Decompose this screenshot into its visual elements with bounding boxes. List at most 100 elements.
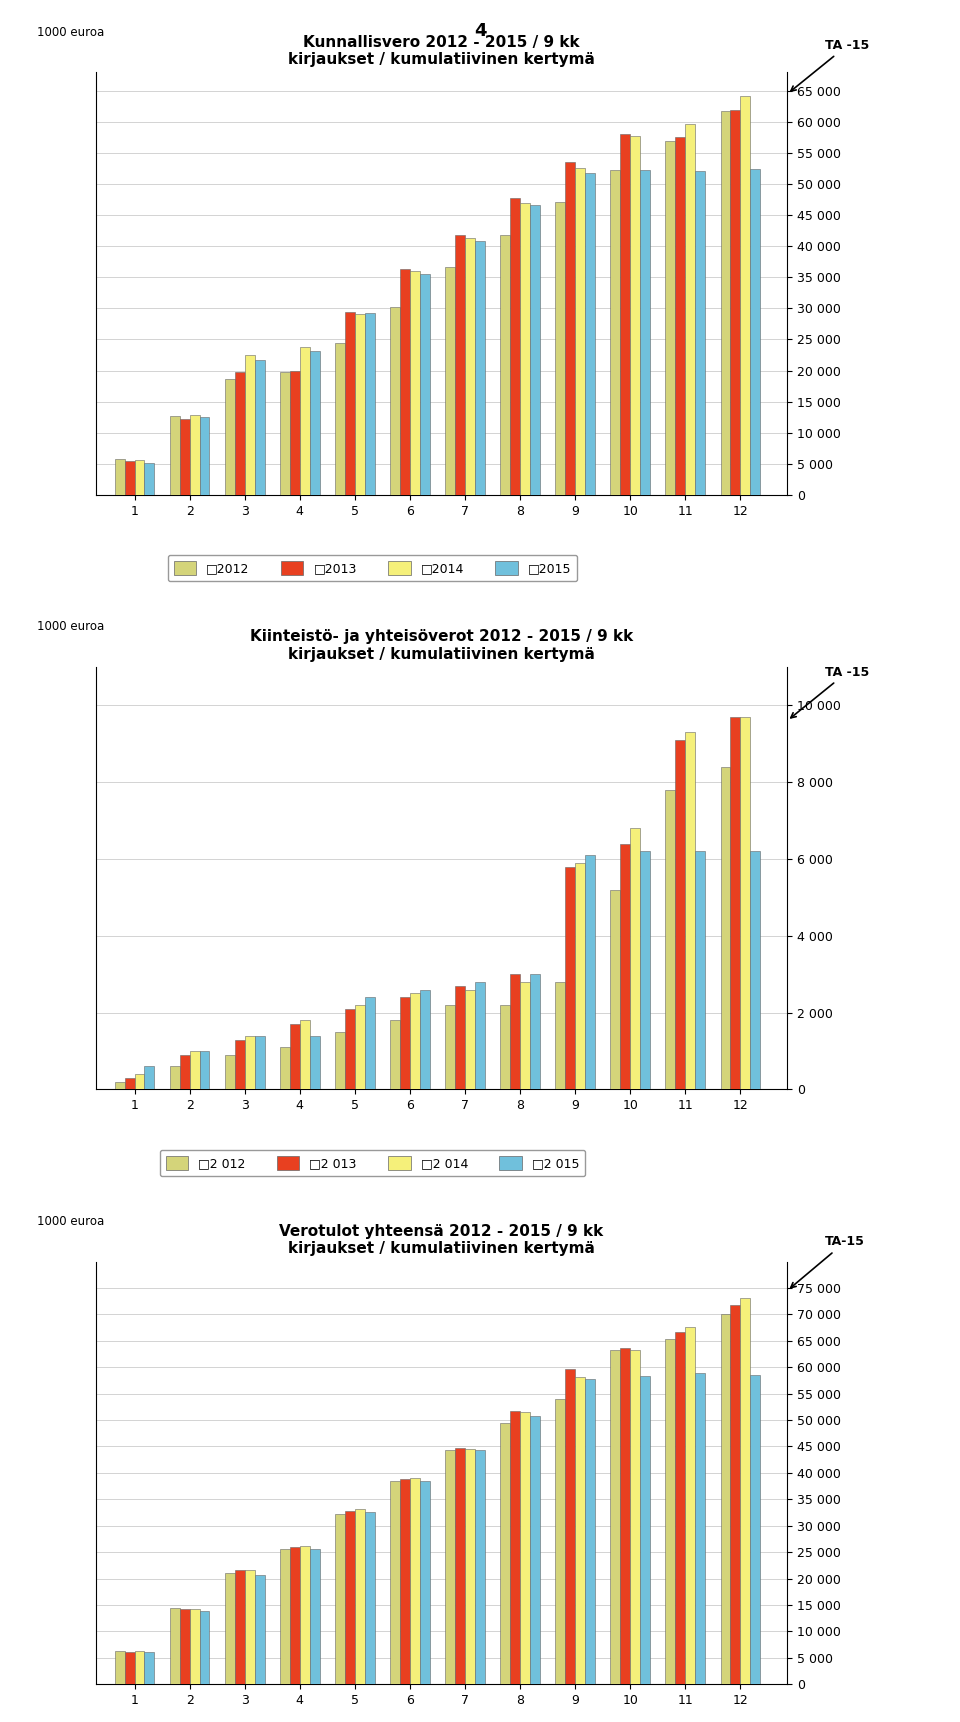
Bar [310,1035,320,1090]
Bar [280,1047,290,1090]
Bar [740,716,751,1090]
Bar [180,418,190,494]
Bar [235,1040,245,1090]
Bar [254,360,265,494]
Bar [355,1508,365,1684]
Bar [665,790,676,1090]
Bar [345,1510,355,1684]
Bar [190,1608,200,1684]
Bar [611,890,620,1090]
Bar [510,1410,520,1684]
Bar [520,1412,530,1684]
Bar [300,1546,310,1684]
Bar [455,1448,465,1684]
Bar [144,1653,155,1684]
Bar [611,170,620,494]
Bar [721,766,731,1090]
Bar [685,732,695,1090]
Bar [200,1050,209,1090]
Text: TA -15: TA -15 [791,40,870,91]
Bar [365,997,374,1090]
Bar [400,1479,410,1684]
Bar [731,1305,740,1684]
Bar [235,372,245,494]
Bar [751,1374,760,1684]
Bar [170,417,180,494]
Bar [170,1608,180,1684]
Text: TA -15: TA -15 [791,665,870,718]
Bar [510,198,520,494]
Bar [585,172,595,494]
Bar [125,460,134,494]
Bar [410,270,420,494]
Bar [530,1415,540,1684]
Bar [740,1298,751,1684]
Bar [676,1331,685,1684]
Bar [685,1326,695,1684]
Bar [200,1610,209,1684]
Bar [640,1376,650,1684]
Bar [465,1448,475,1684]
Bar [225,1056,235,1090]
Bar [115,1651,125,1684]
Bar [180,1608,190,1684]
Bar [555,982,565,1090]
Bar [245,355,254,494]
Text: 1000 euroa: 1000 euroa [37,26,105,38]
Bar [235,1570,245,1684]
Bar [280,372,290,494]
Bar [565,1369,575,1684]
Bar [290,1025,300,1090]
Bar [365,1512,374,1684]
Bar [455,236,465,494]
Bar [575,1378,585,1684]
Bar [751,851,760,1090]
Bar [254,1576,265,1684]
Text: 1000 euroa: 1000 euroa [37,620,105,634]
Bar [740,96,751,494]
Bar [575,863,585,1090]
Bar [420,990,430,1090]
Bar [695,851,706,1090]
Bar [520,982,530,1090]
Title: Kunnallisvero 2012 - 2015 / 9 kk
kirjaukset / kumulatiivinen kertymä: Kunnallisvero 2012 - 2015 / 9 kk kirjauk… [288,34,595,67]
Bar [115,460,125,494]
Bar [190,1050,200,1090]
Text: 1000 euroa: 1000 euroa [37,1214,105,1228]
Bar [620,844,630,1090]
Bar [445,267,455,494]
Bar [420,274,430,494]
Bar [335,343,345,494]
Bar [500,1422,510,1684]
Bar [565,162,575,494]
Bar [555,1400,565,1684]
Bar [665,1340,676,1684]
Bar [530,205,540,494]
Bar [115,1081,125,1090]
Legend: □2012, □2013, □2014, □2015: □2012, □2013, □2014, □2015 [168,554,577,582]
Bar [665,141,676,494]
Bar [125,1078,134,1090]
Bar [420,1481,430,1684]
Bar [245,1569,254,1684]
Bar [410,994,420,1090]
Bar [144,463,155,494]
Bar [400,997,410,1090]
Bar [630,136,640,494]
Bar [445,1006,455,1090]
Bar [565,866,575,1090]
Bar [731,716,740,1090]
Bar [400,269,410,494]
Bar [676,740,685,1090]
Bar [300,346,310,494]
Bar [630,828,640,1090]
Bar [620,134,630,494]
Bar [585,1379,595,1684]
Bar [355,313,365,494]
Bar [335,1514,345,1684]
Title: Kiinteistö- ja yhteisöverot 2012 - 2015 / 9 kk
kirjaukset / kumulatiivinen kerty: Kiinteistö- ja yhteisöverot 2012 - 2015 … [250,629,634,661]
Bar [310,351,320,494]
Bar [465,990,475,1090]
Bar [475,241,485,494]
Bar [390,1481,400,1684]
